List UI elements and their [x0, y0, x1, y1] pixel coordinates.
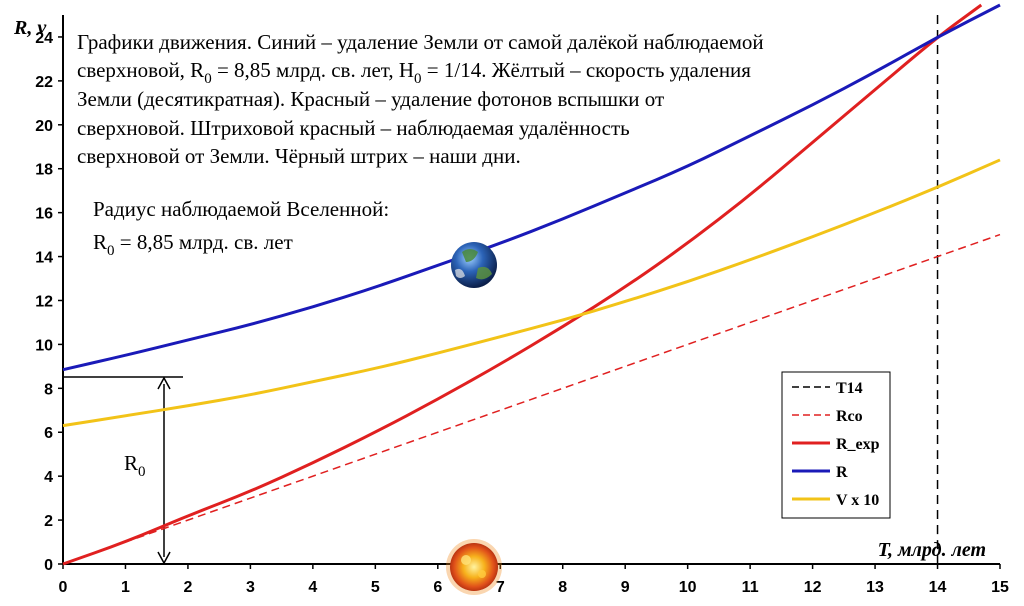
x-tick-label: 5: [371, 579, 380, 596]
x-tick-label: 1: [121, 579, 130, 596]
legend-label: T14: [836, 380, 863, 397]
legend-box: [781, 371, 891, 519]
y-tick-label: 20: [35, 118, 53, 135]
x-tick-label: 7: [496, 579, 505, 596]
supernova-icon: [446, 539, 502, 595]
series-v-x-10-line: [62, 158, 1001, 428]
legend: T14 Rco R_exp R V x 10: [781, 371, 891, 519]
series-layer: [62, 3, 1001, 566]
legend-label: Rco: [836, 408, 863, 425]
x-tick-label: 12: [804, 579, 822, 596]
y-axis-title: R, v: [13, 17, 47, 39]
earth-icon: [451, 242, 497, 288]
r0-label: R0: [124, 451, 146, 480]
x-tick-label: 2: [183, 579, 192, 596]
description-line-2: сверхновой, R0 = 8,85 млрд. св. лет, H0 …: [77, 58, 751, 87]
r0-arrow-bottom: [157, 551, 171, 565]
y-tick-label: 12: [35, 293, 53, 310]
y-tick-label: 16: [35, 206, 53, 223]
description-line-5: сверхновой от Земли. Чёрный штрих – наши…: [77, 144, 521, 168]
radius-value: R0 = 8,85 млрд. св. лет: [93, 230, 293, 259]
x-tick-label: 4: [308, 579, 317, 596]
y-tick-label: 0: [44, 557, 53, 574]
legend-label: V x 10: [836, 492, 879, 509]
x-tick-label: 14: [929, 579, 947, 596]
series-r-line: [62, 3, 1001, 372]
r0-marker: R0: [63, 376, 183, 565]
description-line-3: Земли (десятикратная). Красный – удалени…: [77, 87, 664, 111]
y-tick-label: 4: [44, 469, 53, 486]
x-axis-title: T, млрд. лет: [878, 539, 986, 561]
y-tick-label: 18: [35, 162, 53, 179]
series-r-exp-line: [62, 3, 983, 566]
legend-label: R_exp: [836, 436, 880, 453]
y-tick-label: 10: [35, 337, 53, 354]
r0-arrow-top: [157, 376, 171, 390]
y-tick-label: 24: [35, 30, 53, 47]
y-tick-label: 14: [35, 250, 53, 267]
x-tick-label: 13: [866, 579, 884, 596]
description-text: Графики движения. Синий – удаление Земли…: [77, 30, 764, 168]
y-tick-label: 8: [44, 381, 53, 398]
x-tick-label: 0: [59, 579, 68, 596]
x-tick-label: 9: [621, 579, 630, 596]
x-tick-label: 15: [991, 579, 1009, 596]
y-tick-label: 6: [44, 425, 53, 442]
x-ticks: 0 1 2 3 4 5 6 7 8 9 10 11 12 13 14 15: [59, 564, 1009, 596]
x-tick-label: 10: [679, 579, 697, 596]
y-tick-label: 2: [44, 513, 53, 530]
legend-label: R: [836, 464, 848, 481]
radius-annotation: Радиус наблюдаемой Вселенной: R0 = 8,85 …: [93, 197, 389, 259]
description-line-4: сверхновой. Штриховой красный – наблюдае…: [77, 116, 630, 140]
x-tick-label: 3: [246, 579, 255, 596]
radius-label: Радиус наблюдаемой Вселенной:: [93, 197, 389, 221]
series-rco-line: [62, 233, 1001, 565]
x-tick-label: 6: [433, 579, 442, 596]
description-line-1: Графики движения. Синий – удаление Земли…: [77, 30, 764, 54]
x-tick-label: 11: [742, 579, 759, 596]
y-tick-label: 22: [35, 74, 53, 91]
x-tick-label: 8: [558, 579, 567, 596]
